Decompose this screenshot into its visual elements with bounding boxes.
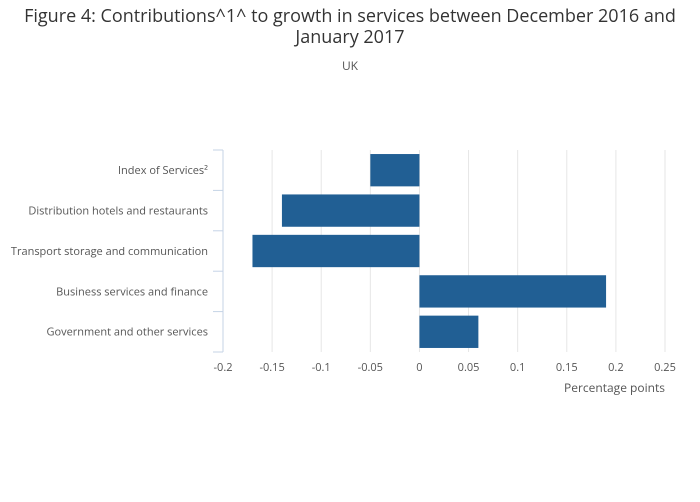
chart-title: Figure 4: Contributions^1^ to growth in … <box>24 4 676 49</box>
x-tick-label: -0.2 <box>213 360 232 375</box>
bar <box>419 315 479 348</box>
x-tick-label: -0.05 <box>358 360 383 375</box>
x-tick-label: 0.25 <box>654 360 676 375</box>
x-tick-label: 0.15 <box>556 360 578 375</box>
bar <box>370 154 420 187</box>
x-tick-label: 0.1 <box>510 360 525 375</box>
chart-subtitle: UK <box>341 57 359 74</box>
x-tick-label: 0.05 <box>458 360 480 375</box>
bar <box>281 194 420 227</box>
y-tick-label: Business services and finance <box>56 284 208 299</box>
x-tick-label: -0.15 <box>259 360 284 375</box>
y-tick-label: Distribution hotels and restaurants <box>28 204 208 219</box>
bar <box>252 234 420 268</box>
x-tick-label: -0.1 <box>312 360 331 375</box>
x-axis-label: Percentage points <box>564 379 665 396</box>
y-tick-label: Transport storage and communication <box>11 244 208 259</box>
y-tick-label: Government and other services <box>46 325 208 340</box>
x-tick-label: 0.2 <box>608 360 623 375</box>
y-tick-label: Index of Services² <box>118 163 208 178</box>
bar <box>419 275 607 308</box>
x-tick-label: 0 <box>416 360 422 375</box>
